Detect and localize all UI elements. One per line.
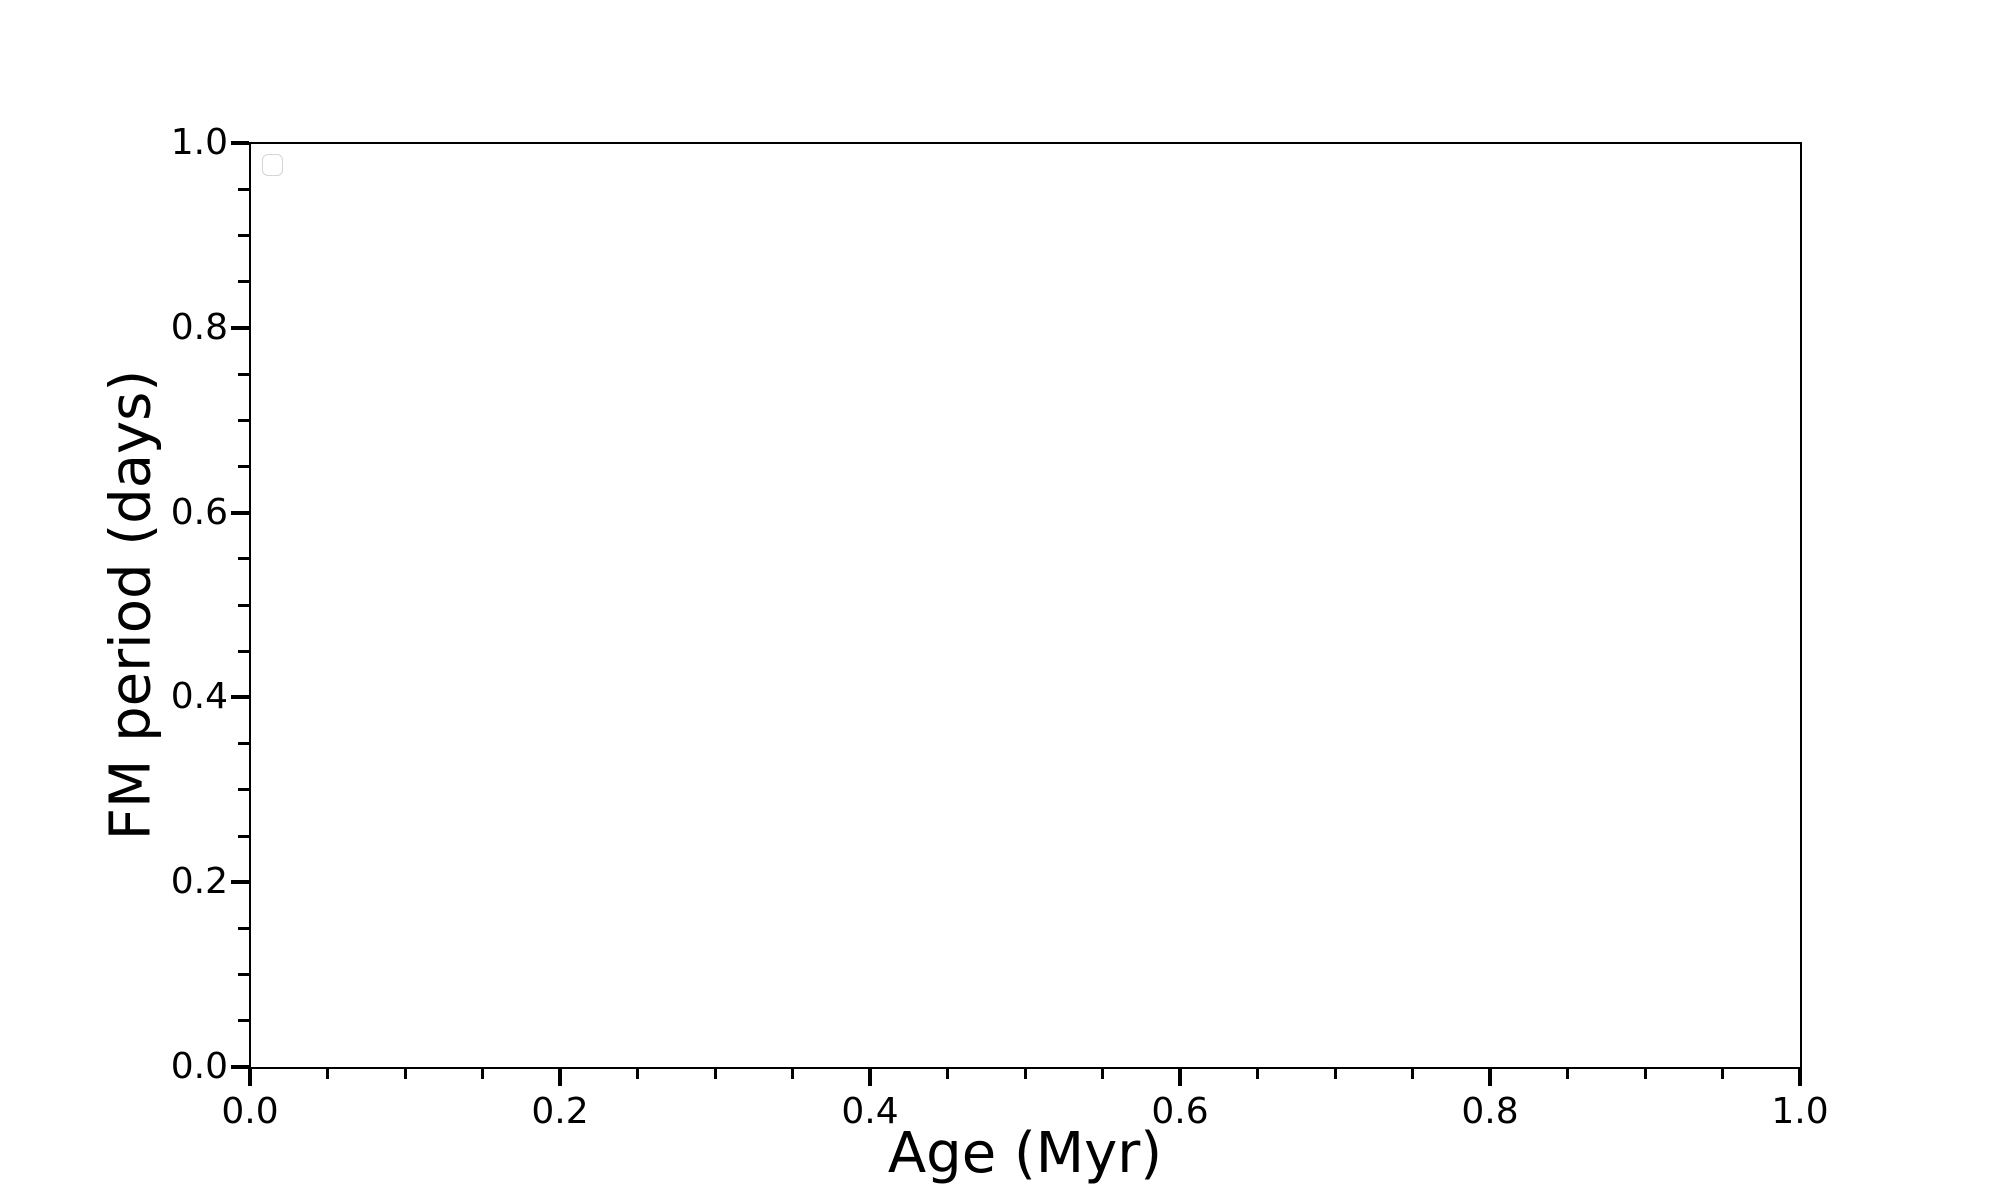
y-minor-tick (238, 372, 249, 376)
x-minor-tick (1411, 1068, 1414, 1079)
y-minor-tick (238, 464, 249, 468)
y-tick-label: 0.2 (170, 861, 228, 903)
y-minor-tick (238, 926, 249, 930)
y-major-tick (231, 880, 249, 885)
y-tick-label: 0.8 (170, 306, 228, 348)
y-major-tick (231, 1065, 249, 1069)
y-minor-tick (238, 788, 249, 792)
y-minor-tick (238, 187, 249, 191)
x-minor-tick (403, 1068, 407, 1079)
x-minor-tick (1643, 1068, 1647, 1079)
y-tick-label: 0.4 (170, 676, 228, 718)
x-major-tick (558, 1068, 562, 1086)
plot-area (249, 142, 1802, 1069)
x-minor-tick (1566, 1068, 1569, 1079)
x-minor-tick (1333, 1068, 1337, 1079)
x-minor-tick (1023, 1068, 1027, 1079)
x-minor-tick (791, 1068, 794, 1079)
y-axis-label: FM period (days) (98, 369, 164, 841)
y-tick-label: 1.0 (170, 122, 228, 164)
x-tick-label: 0.6 (1151, 1091, 1209, 1132)
x-tick-label: 1.0 (1771, 1091, 1829, 1132)
x-minor-tick (1721, 1068, 1724, 1079)
x-tick-label: 0.2 (531, 1091, 589, 1132)
y-minor-tick (238, 603, 249, 607)
x-minor-tick (481, 1068, 484, 1079)
y-minor-tick (238, 834, 249, 838)
y-minor-tick (238, 280, 249, 284)
y-major-tick (231, 695, 249, 700)
x-minor-tick (1101, 1068, 1104, 1079)
x-axis-label: Age (Myr) (887, 1121, 1163, 1186)
x-minor-tick (713, 1068, 717, 1079)
y-minor-tick (238, 742, 249, 746)
y-minor-tick (238, 973, 249, 977)
x-major-tick (1178, 1068, 1182, 1086)
x-minor-tick (326, 1068, 329, 1079)
x-major-tick (1488, 1068, 1492, 1086)
x-minor-tick (1256, 1068, 1259, 1079)
x-minor-tick (636, 1068, 639, 1079)
y-minor-tick (238, 557, 249, 561)
y-major-tick (231, 510, 249, 515)
y-major-tick (231, 325, 249, 330)
y-minor-tick (238, 233, 249, 237)
legend (262, 154, 283, 176)
x-major-tick (1798, 1068, 1802, 1086)
y-minor-tick (238, 649, 249, 653)
x-tick-label: 0.8 (1461, 1091, 1519, 1132)
y-major-tick (231, 141, 249, 145)
x-major-tick (248, 1068, 252, 1086)
y-minor-tick (238, 1019, 249, 1023)
x-major-tick (868, 1068, 872, 1086)
x-tick-label: 0.4 (841, 1091, 899, 1132)
y-tick-label: 0.0 (170, 1046, 228, 1088)
x-tick-label: 0.0 (221, 1091, 279, 1132)
y-tick-label: 0.6 (170, 491, 228, 533)
x-minor-tick (946, 1068, 949, 1079)
y-minor-tick (238, 418, 249, 422)
